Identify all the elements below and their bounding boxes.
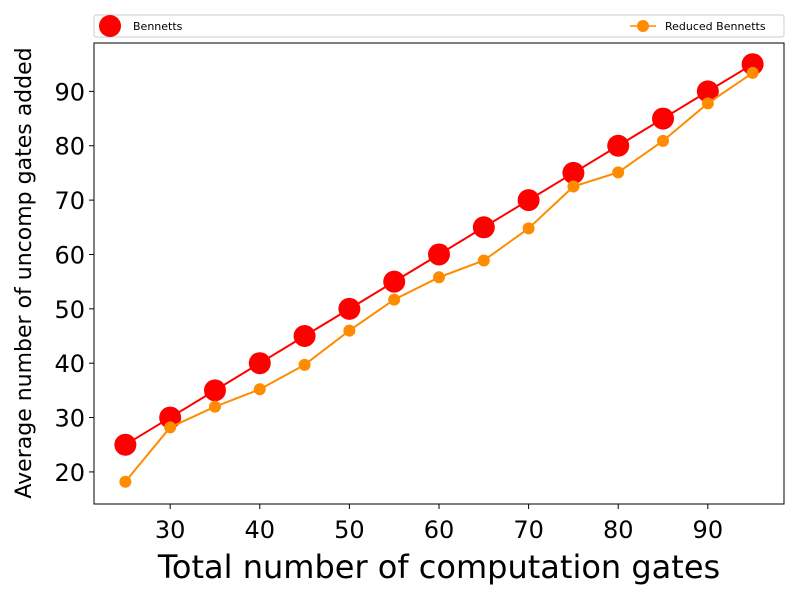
- x-tick-label: 80: [603, 516, 634, 544]
- x-tick-label: 50: [334, 516, 365, 544]
- data-point-bennetts: [562, 161, 585, 184]
- x-tick-label: 40: [245, 516, 276, 544]
- data-point-reduced-bennetts: [388, 293, 401, 306]
- legend: Bennetts Reduced Bennetts: [93, 14, 785, 38]
- y-tick-label: 30: [54, 405, 85, 433]
- data-point-bennetts: [472, 216, 495, 239]
- data-point-reduced-bennetts: [119, 475, 132, 488]
- series-reduced-bennetts: [119, 66, 759, 488]
- data-point-bennetts: [383, 270, 406, 293]
- y-axis: 20 30 40 50 60 70 80 90: [54, 78, 94, 487]
- x-tick-label: 70: [513, 516, 544, 544]
- data-point-bennetts: [248, 352, 271, 375]
- data-point-reduced-bennetts: [522, 222, 535, 235]
- y-tick-label: 90: [54, 78, 85, 106]
- data-point-reduced-bennetts: [612, 166, 625, 179]
- data-point-bennetts: [696, 80, 719, 103]
- data-point-reduced-bennetts: [746, 66, 759, 79]
- data-point-reduced-bennetts: [208, 400, 221, 413]
- legend-entry-reduced-bennetts: Reduced Bennetts: [630, 20, 766, 33]
- data-point-bennetts: [159, 406, 182, 429]
- y-tick-label: 40: [54, 350, 85, 378]
- x-tick-label: 30: [155, 516, 186, 544]
- series-bennetts: [114, 53, 764, 456]
- data-point-reduced-bennetts: [657, 134, 670, 147]
- y-tick-label: 70: [54, 187, 85, 215]
- x-axis-label: Total number of computation gates: [157, 548, 720, 586]
- legend-marker-reduced-bennetts: [637, 20, 649, 32]
- x-tick-label: 90: [693, 516, 724, 544]
- data-point-bennetts: [114, 433, 137, 456]
- legend-frame: [93, 14, 785, 38]
- legend-label-bennetts: Bennetts: [133, 20, 183, 33]
- data-point-bennetts: [517, 189, 540, 212]
- data-point-bennetts: [652, 107, 675, 130]
- x-axis: 30 40 50 60 70 80 90: [155, 504, 723, 544]
- data-point-reduced-bennetts: [253, 383, 266, 396]
- y-tick-label: 50: [54, 296, 85, 324]
- data-point-reduced-bennetts: [567, 180, 580, 193]
- y-axis-label: Average number of uncomp gates added: [12, 47, 37, 498]
- y-tick-label: 20: [54, 459, 85, 487]
- y-tick-label: 80: [54, 133, 85, 161]
- data-point-reduced-bennetts: [164, 421, 177, 434]
- data-point-bennetts: [428, 243, 450, 266]
- data-point-reduced-bennetts: [343, 324, 356, 337]
- data-point-reduced-bennetts: [477, 254, 490, 267]
- data-point-bennetts: [293, 325, 316, 348]
- data-point-bennetts: [607, 134, 630, 157]
- legend-label-reduced-bennetts: Reduced Bennetts: [665, 20, 766, 33]
- legend-entry-bennetts: Bennetts: [99, 15, 183, 37]
- series-layer: [114, 53, 764, 488]
- data-point-reduced-bennetts: [298, 358, 311, 371]
- y-tick-label: 60: [54, 241, 85, 269]
- data-point-reduced-bennetts: [701, 97, 714, 110]
- data-point-bennetts: [203, 379, 226, 402]
- x-tick-label: 60: [424, 516, 455, 544]
- data-point-reduced-bennetts: [433, 271, 445, 284]
- data-point-bennetts: [338, 297, 361, 320]
- data-point-bennetts: [741, 53, 764, 76]
- legend-marker-bennetts: [99, 15, 121, 37]
